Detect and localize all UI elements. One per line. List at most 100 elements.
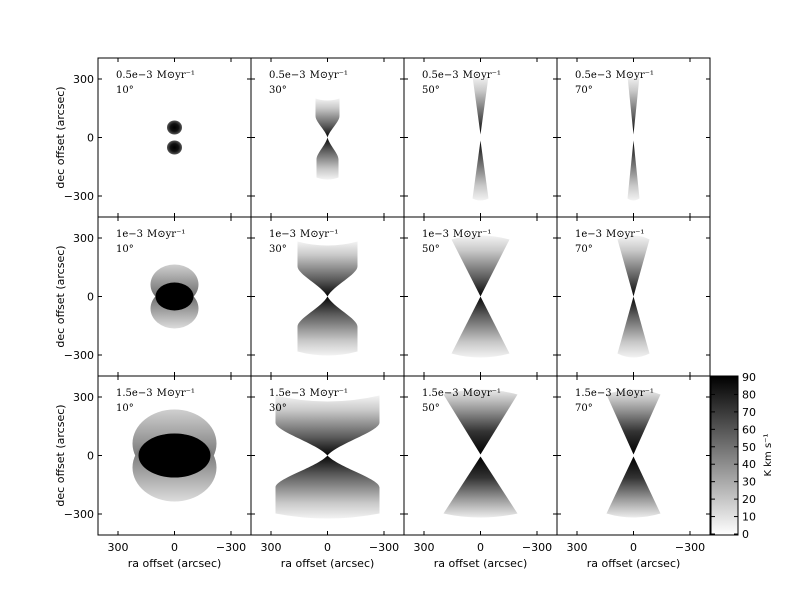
rate-value: 1e−3 <box>422 229 449 240</box>
colorbar: 90 80 70 60 50 40 30 20 10 0 K km s⁻¹ <box>710 371 774 541</box>
panel-r1-c2-lobe-top <box>315 98 340 138</box>
colorbar-tick-label: 30 <box>742 476 756 489</box>
y-tick-label: −300 <box>64 508 94 521</box>
rate-unit: M⊙yr⁻¹ <box>157 388 195 399</box>
rate-unit: M⊙yr⁻¹ <box>463 70 501 81</box>
panel-r1-c4-cone-top <box>627 76 640 135</box>
panel-rate-label: 0.5e−3 M⊙yr⁻¹ <box>116 70 195 81</box>
panel-inclination-label: 30° <box>269 244 287 255</box>
panel-rate-label: 1.5e−3 M⊙yr⁻¹ <box>422 388 501 399</box>
panel-r3-c2: 1.5e−3 M⊙yr⁻¹ 30° <box>250 375 405 536</box>
x-axis-label: ra offset (arcsec) <box>587 557 681 570</box>
rate-value: 1e−3 <box>575 229 602 240</box>
panel-r2-c2: 1e−3 M⊙yr⁻¹ 30° <box>250 216 405 377</box>
panel-r1-c2: 0.5e−3 M⊙yr⁻¹ 30° <box>250 57 405 218</box>
rate-unit: M⊙yr⁻¹ <box>463 388 501 399</box>
panel-r3-c4-cone-bottom <box>606 456 661 518</box>
axis-overlay: 300 0 −300 dec offset (arcsec) 300 0 −300 dec o… <box>54 73 705 570</box>
colorbar-tick-label: 80 <box>742 388 756 401</box>
panel-frame <box>97 57 252 218</box>
panel-inclination-label: 30° <box>269 403 287 414</box>
panel-r2-c3-cone-top <box>451 235 510 297</box>
x-axis-label: ra offset (arcsec) <box>281 557 375 570</box>
panel-r2-c3-cone-bottom <box>451 296 510 358</box>
panel-grid: 0.5e−3 M⊙yr⁻¹ 10° 0.5e−3 M⊙yr⁻¹ 30° 0.5e−3 M⊙yr… <box>97 57 711 536</box>
rate-value: 0.5e−3 <box>116 70 153 81</box>
x-tick-label: 300 <box>414 541 435 554</box>
rate-unit: M⊙yr⁻¹ <box>157 70 195 81</box>
panel-r1-c1: 0.5e−3 M⊙yr⁻¹ 10° <box>97 57 252 218</box>
rate-value: 0.5e−3 <box>575 70 612 81</box>
panel-rate-label: 0.5e−3 M⊙yr⁻¹ <box>575 70 654 81</box>
panel-r1-c3-cone-top <box>472 76 489 135</box>
rate-unit: M⊙yr⁻¹ <box>147 229 185 240</box>
rate-value: 1e−3 <box>269 229 296 240</box>
x-tick-label: 0 <box>171 541 178 554</box>
panel-r2-c1-core <box>155 282 194 311</box>
panel-rate-label: 0.5e−3 M⊙yr⁻¹ <box>422 70 501 81</box>
panel-inclination-label: 50° <box>422 403 440 414</box>
x-tick-label: −300 <box>216 541 246 554</box>
panel-inclination-label: 70° <box>575 244 593 255</box>
panel-r3-c3-cone-top <box>443 389 518 455</box>
panel-r1-c1-lobe-bottom <box>167 140 182 155</box>
panel-r1-c3-cone-bottom <box>472 140 489 201</box>
panel-r1-c2-lobe-bottom <box>316 137 339 180</box>
colorbar-tick-label: 20 <box>742 493 756 506</box>
rate-unit: M⊙yr⁻¹ <box>616 388 654 399</box>
panel-inclination-label: 10° <box>116 244 134 255</box>
colorbar-label: K km s⁻¹ <box>763 434 774 477</box>
colorbar-tick-label: 50 <box>742 441 756 454</box>
panel-r3-c1: 1.5e−3 M⊙yr⁻¹ 10° <box>97 375 252 536</box>
rate-value: 1.5e−3 <box>422 388 459 399</box>
y-tick-label: 0 <box>87 132 94 145</box>
x-tick-label: 300 <box>108 541 129 554</box>
x-tick-label: 0 <box>324 541 331 554</box>
panel-r1-c1-lobe-top <box>167 120 182 135</box>
rate-value: 1.5e−3 <box>269 388 306 399</box>
y-tick-label: 300 <box>73 232 94 245</box>
x-tick-label: −300 <box>522 541 552 554</box>
panel-inclination-label: 50° <box>422 85 440 96</box>
panel-r3-c3-cone-bottom <box>443 456 518 518</box>
x-tick-label: 0 <box>477 541 484 554</box>
panel-inclination-label: 70° <box>575 403 593 414</box>
y-tick-label: 300 <box>73 73 94 86</box>
panel-r3-c4: 1.5e−3 M⊙yr⁻¹ 70° <box>556 375 711 536</box>
rate-value: 0.5e−3 <box>269 70 306 81</box>
y-tick-label: 300 <box>73 391 94 404</box>
rate-unit: M⊙yr⁻¹ <box>300 229 338 240</box>
panel-rate-label: 1e−3 M⊙yr⁻¹ <box>575 229 644 240</box>
panel-r3-c4-cone-top <box>606 389 661 455</box>
panel-rate-label: 1.5e−3 M⊙yr⁻¹ <box>116 388 195 399</box>
rate-unit: M⊙yr⁻¹ <box>310 70 348 81</box>
rate-unit: M⊙yr⁻¹ <box>606 229 644 240</box>
panel-inclination-label: 70° <box>575 85 593 96</box>
rate-unit: M⊙yr⁻¹ <box>616 70 654 81</box>
panel-inclination-label: 10° <box>116 85 134 96</box>
panel-r2-c2-lobe-bottom <box>297 296 358 356</box>
colorbar-tick-label: 60 <box>742 423 756 436</box>
rate-value: 0.5e−3 <box>422 70 459 81</box>
rate-unit: M⊙yr⁻¹ <box>310 388 348 399</box>
panel-rate-label: 1.5e−3 M⊙yr⁻¹ <box>575 388 654 399</box>
panel-inclination-label: 50° <box>422 244 440 255</box>
panel-r1-c4: 0.5e−3 M⊙yr⁻¹ 70° <box>556 57 711 218</box>
panel-r2-c4: 1e−3 M⊙yr⁻¹ 70° <box>556 216 711 377</box>
y-axis-label: dec offset (arcsec) <box>54 86 67 188</box>
panel-rate-label: 1.5e−3 M⊙yr⁻¹ <box>269 388 348 399</box>
colorbar-gradient <box>710 375 739 536</box>
y-tick-label: 0 <box>87 291 94 304</box>
x-axis-label: ra offset (arcsec) <box>434 557 528 570</box>
rate-value: 1.5e−3 <box>575 388 612 399</box>
panel-r1-c4-cone-bottom <box>627 140 640 201</box>
x-tick-label: −300 <box>675 541 705 554</box>
panel-r2-c4-cone-bottom <box>617 296 650 358</box>
y-axis-label: dec offset (arcsec) <box>54 245 67 347</box>
rate-value: 1e−3 <box>116 229 143 240</box>
y-tick-label: 0 <box>87 450 94 463</box>
colorbar-tick-label: 70 <box>742 406 756 419</box>
x-tick-label: −300 <box>369 541 399 554</box>
panel-r2-c4-cone-top <box>617 235 650 297</box>
